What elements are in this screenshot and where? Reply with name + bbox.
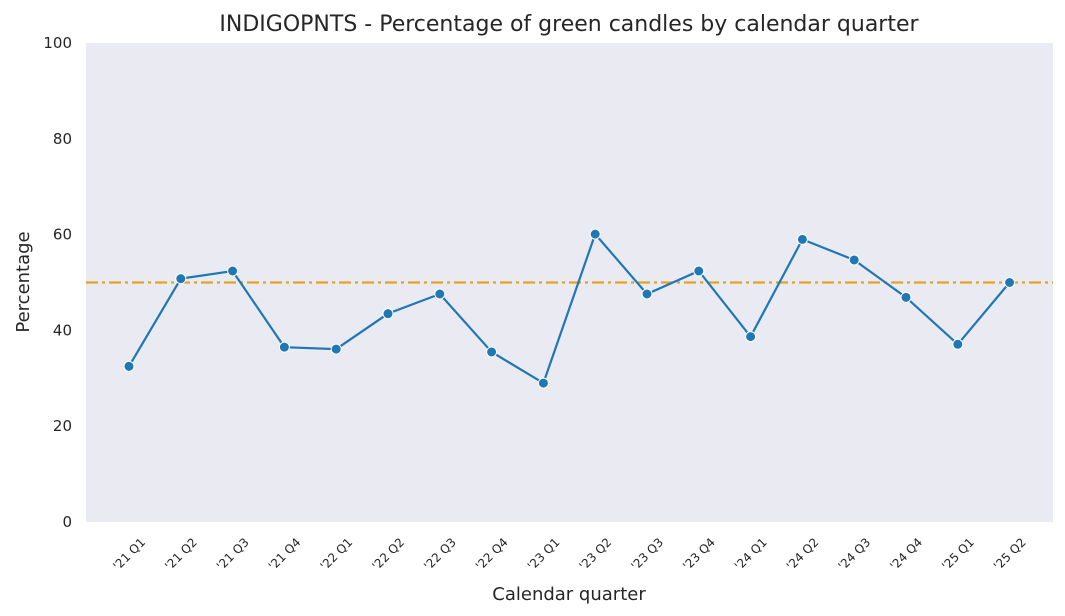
x-tick-label: '21 Q3 [214,535,252,573]
data-point [952,338,964,350]
x-tick-label: '25 Q2 [991,535,1029,573]
x-tick-label: '24 Q2 [784,535,822,573]
y-tick-label: 20 [53,417,72,435]
data-point [486,346,498,358]
data-point [745,331,757,343]
data-point [848,254,860,266]
data-point [278,341,290,353]
y-tick-label: 80 [53,130,72,148]
data-point [589,228,601,240]
x-tick-label: '21 Q2 [162,535,200,573]
data-point [641,288,653,300]
data-point [900,291,912,303]
y-axis-label: Percentage [13,231,34,332]
x-tick-label: '25 Q1 [939,535,977,573]
data-point [693,265,705,277]
x-tick-label: '24 Q1 [732,535,770,573]
data-point [330,343,342,355]
x-tick-label: '22 Q1 [318,535,356,573]
data-point [175,273,187,285]
series-line [128,231,1011,385]
x-tick-label: '23 Q4 [680,535,718,573]
data-points [123,228,1016,389]
data-point [434,288,446,300]
x-ticks: '21 Q1 '21 Q2 '21 Q3 '21 Q4 '22 Q1 '22 Q2 '22 … [110,535,1028,573]
x-tick-label: '24 Q4 [887,535,925,573]
data-point [1004,277,1016,288]
x-tick-label: '23 Q1 [525,535,563,573]
data-point [123,360,135,372]
data-point [227,265,239,277]
y-tick-label: 40 [53,321,72,339]
x-tick-label: '23 Q2 [577,535,615,573]
data-point [796,233,808,245]
y-tick-label: 0 [62,513,72,531]
x-tick-label: '22 Q3 [421,535,459,573]
x-tick-label: '22 Q4 [473,535,511,573]
y-tick-label: 60 [53,226,72,244]
x-tick-label: '21 Q1 [110,535,148,573]
chart-title: INDIGOPNTS - Percentage of green candles… [219,12,919,37]
y-ticks: 0 20 40 60 80 100 [43,34,72,531]
data-point [382,308,394,320]
x-axis-label: Calendar quarter [492,584,646,605]
x-tick-label: '23 Q3 [628,535,666,573]
x-tick-label: '22 Q2 [369,535,407,573]
x-tick-label: '21 Q4 [266,535,304,573]
data-point [537,377,549,389]
x-tick-label: '24 Q3 [836,535,874,573]
y-tick-label: 100 [43,34,72,52]
